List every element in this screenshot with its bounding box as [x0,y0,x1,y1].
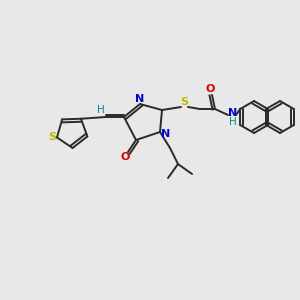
Text: N: N [135,94,145,104]
Text: H: H [97,105,105,115]
Text: O: O [205,84,215,94]
Text: H: H [229,117,237,127]
Text: N: N [161,129,171,139]
Text: O: O [120,152,130,162]
Text: S: S [180,97,188,107]
Text: N: N [228,108,238,118]
Text: S: S [48,133,56,142]
